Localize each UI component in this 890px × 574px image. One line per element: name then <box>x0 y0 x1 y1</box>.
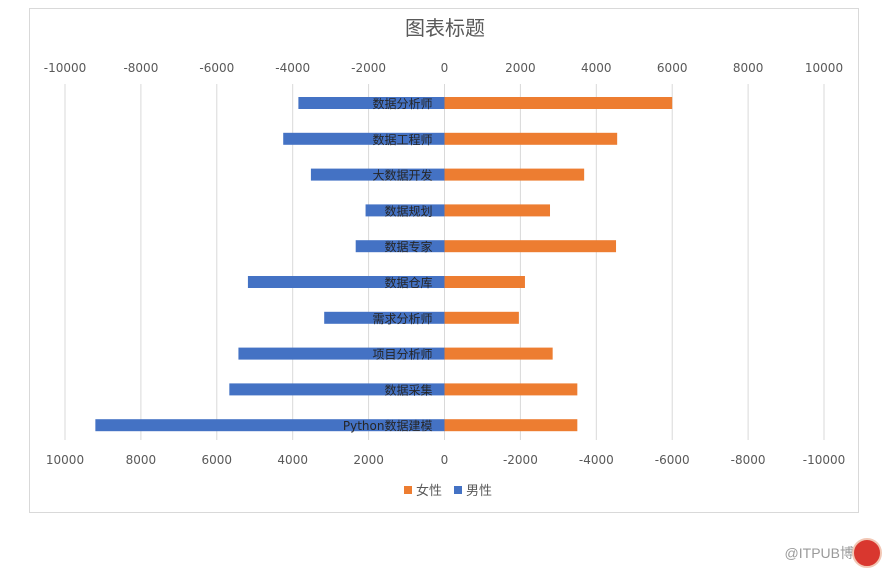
top-axis-tick-label: -10000 <box>44 61 87 75</box>
top-axis-tick-label: -8000 <box>123 61 158 75</box>
category-label: 数据工程师 <box>372 132 432 147</box>
category-label: 数据规划 <box>384 203 432 218</box>
top-axis-tick-label: 2000 <box>505 61 536 75</box>
top-axis-tick-label: -4000 <box>275 61 310 75</box>
top-axis-tick-label: -2000 <box>351 61 386 75</box>
bottom-axis-tick-label: 4000 <box>277 453 308 467</box>
bar-male <box>283 132 445 145</box>
bar-male <box>310 168 445 181</box>
bar-female <box>444 97 673 109</box>
category-label: Python数据建模 <box>343 418 433 433</box>
legend-swatch <box>404 486 412 494</box>
bottom-axis-tick-label: -2000 <box>503 453 538 467</box>
watermark-logo-icon <box>852 538 882 568</box>
bar-female <box>444 276 525 288</box>
bottom-axis-tick-label: -10000 <box>803 453 846 467</box>
bottom-axis-tick-label: 0 <box>441 453 449 467</box>
top-axis-tick-label: 8000 <box>733 61 764 75</box>
bottom-axis-tick-label: -4000 <box>579 453 614 467</box>
bar-female <box>444 347 553 360</box>
bottom-axis-tick-label: 2000 <box>353 453 384 467</box>
bar-female <box>444 383 578 396</box>
bar-female <box>444 168 585 181</box>
top-axis-tick-label: 4000 <box>581 61 612 75</box>
category-label: 数据分析师 <box>372 96 432 111</box>
bar-male <box>247 276 445 288</box>
bottom-axis-tick-label: 6000 <box>202 453 233 467</box>
watermark-text: @ITPUB博客 <box>784 545 868 561</box>
watermark: @ITPUB博客 <box>785 538 882 568</box>
bar-female <box>444 132 618 145</box>
bar-male <box>95 419 445 432</box>
legend-swatch <box>454 486 462 494</box>
bar-male <box>355 240 445 253</box>
top-axis-tick-label: 10000 <box>805 61 843 75</box>
category-label: 数据专家 <box>384 239 432 254</box>
category-label: 大数据开发 <box>372 168 432 183</box>
bottom-axis-tick-label: 10000 <box>46 453 84 467</box>
bar-female <box>444 311 519 324</box>
top-axis-tick-label: 6000 <box>657 61 688 75</box>
bottom-axis-tick-label: -8000 <box>731 453 766 467</box>
bar-female <box>444 419 578 432</box>
bar-female <box>444 240 617 253</box>
bar-female <box>444 204 551 217</box>
legend-label: 男性 <box>466 484 492 499</box>
chart-title: 图表标题 <box>405 16 485 40</box>
bar-male <box>298 97 445 109</box>
bottom-axis-tick-label: -6000 <box>655 453 690 467</box>
category-label: 项目分析师 <box>372 348 432 362</box>
bar-male <box>229 383 445 396</box>
bar-male <box>238 347 445 360</box>
top-axis-tick-label: -6000 <box>199 61 234 75</box>
category-label: 数据仓库 <box>384 275 432 290</box>
top-axis-tick-label: 0 <box>441 61 449 75</box>
bar-male <box>324 311 445 324</box>
legend-label: 女性 <box>416 483 442 499</box>
category-label: 数据采集 <box>384 382 432 397</box>
category-label: 需求分析师 <box>372 312 432 326</box>
bottom-axis-tick-label: 8000 <box>126 453 157 467</box>
bar-male <box>365 204 445 217</box>
